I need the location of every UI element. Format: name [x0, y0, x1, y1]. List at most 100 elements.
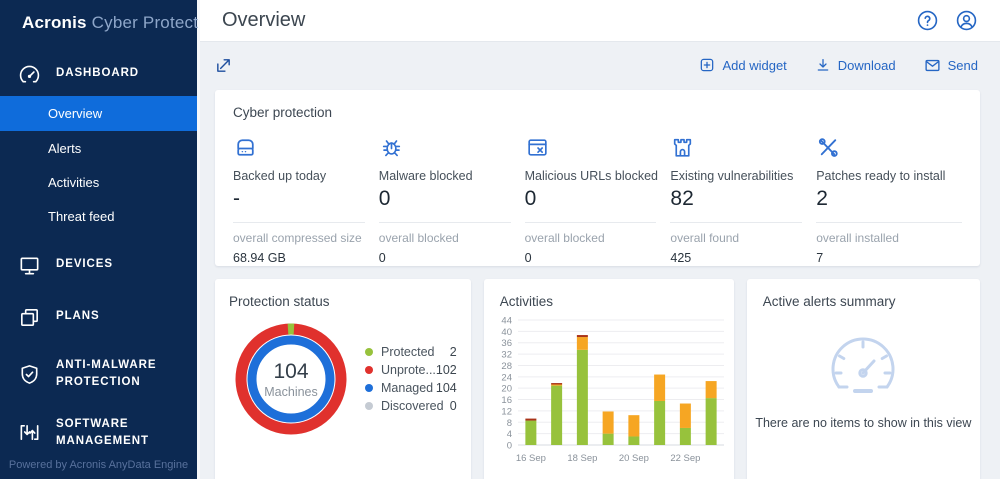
stat-patches-ready: Patches ready to install 2 overall insta… [816, 134, 962, 265]
legend-item-unprotected: Unprote... 102 [365, 363, 461, 377]
legend-dot [365, 384, 373, 392]
stat-sub-label: overall blocked [378, 222, 511, 245]
sidebar-item-devices[interactable]: DEVICES [0, 244, 197, 286]
page-title: Overview [222, 9, 306, 31]
stat-sub-label: overall blocked [524, 222, 657, 245]
stat-label: Malware blocked [378, 169, 473, 183]
legend-label: Discovered [381, 399, 444, 413]
svg-text:20 Sep: 20 Sep [619, 453, 649, 464]
sidebar-item-overview[interactable]: Overview [0, 96, 197, 131]
legend-item-protected: Protected 2 [365, 345, 461, 359]
top-bar: Overview [200, 0, 1000, 42]
svg-text:16: 16 [501, 395, 512, 406]
brand-acronis: Acronis [22, 13, 87, 32]
stat-value: 82 [670, 187, 694, 210]
svg-text:28: 28 [501, 361, 512, 372]
protection-status-donut: 104 Machines [229, 317, 353, 441]
sidebar-item-alerts[interactable]: Alerts [48, 141, 82, 156]
stat-sub-label: overall found [670, 222, 803, 245]
cyber-protection-widget: Cyber protection Backed up today [215, 90, 980, 266]
stat-backed-up-today: Backed up today - overall compressed siz… [233, 134, 379, 265]
activities-widget: Activities 0 4 8 12 16 20 24 28 32 36 40 44 16 Sep 18… [483, 279, 734, 479]
legend-item-discovered: Discovered 0 [365, 399, 461, 413]
stat-label: Patches ready to install [816, 169, 946, 183]
legend-item-managed: Managed 104 [365, 381, 461, 395]
widget-title: Active alerts summary [762, 294, 896, 309]
svg-text:12: 12 [501, 406, 512, 417]
sidebar-item-plans[interactable]: PLANS [0, 296, 197, 338]
widget-title: Cyber protection [233, 105, 333, 120]
sidebar-item-software-management[interactable]: SOFTWARE MANAGEMENT [0, 407, 190, 460]
backup-drive-icon [233, 134, 365, 160]
legend-dot [365, 366, 373, 374]
stat-label: Existing vulnerabilities [670, 169, 794, 183]
empty-gauge-icon [825, 333, 901, 404]
vulnerability-castle-icon [670, 134, 802, 160]
legend-value: 0 [449, 399, 457, 413]
svg-text:44: 44 [501, 316, 512, 327]
brand-product: Cyber Protect [91, 13, 199, 32]
main-content: Overview [197, 0, 1000, 479]
gauge-icon [17, 62, 41, 86]
svg-text:32: 32 [501, 350, 512, 361]
svg-text:40: 40 [501, 327, 512, 338]
stat-sub-value: 425 [670, 251, 692, 265]
software-management-icon [17, 421, 41, 445]
stat-sub-label: overall installed [816, 222, 962, 245]
download-button[interactable]: Download [815, 57, 896, 74]
machines-label: Machines [264, 384, 318, 399]
svg-text:20: 20 [501, 384, 512, 395]
stat-value: - [233, 187, 240, 210]
stat-sub-value: 0 [378, 251, 386, 265]
protection-status-widget: Protection status 104 Machines Protected [215, 279, 471, 479]
stat-sub-value: 68.94 GB [233, 251, 286, 265]
stat-malware-blocked: Malware blocked 0 overall blocked 0 [378, 134, 525, 265]
legend-label: Managed [381, 381, 434, 395]
svg-text:36: 36 [501, 338, 512, 349]
svg-text:22 Sep: 22 Sep [670, 453, 700, 464]
machines-count: 104 [273, 359, 309, 383]
sidebar-item-label: DEVICES [56, 258, 113, 271]
stat-sub-value: 7 [816, 251, 824, 265]
stat-malicious-urls-blocked: Malicious URLs blocked 0 overall blocked… [524, 134, 671, 265]
sidebar-item-threat-feed[interactable]: Threat feed [48, 209, 115, 224]
svg-text:4: 4 [506, 429, 511, 440]
stat-sub-value: 0 [524, 251, 532, 265]
help-button[interactable] [916, 9, 939, 32]
malware-bug-icon [379, 134, 511, 160]
legend-dot [365, 402, 373, 410]
svg-text:0: 0 [506, 441, 511, 452]
svg-text:16 Sep: 16 Sep [516, 453, 546, 464]
monitor-icon [17, 253, 41, 277]
malicious-url-icon [525, 134, 657, 160]
legend-value: 102 [435, 363, 457, 377]
add-widget-button[interactable]: Add widget [699, 57, 787, 74]
account-button[interactable] [955, 9, 978, 32]
sidebar: Acronis Cyber Protect DASHBOARD Overview… [0, 0, 199, 479]
sidebar-item-dashboard[interactable]: DASHBOARD [0, 53, 197, 95]
brand-logo: Acronis Cyber Protect [0, 0, 199, 33]
send-button[interactable]: Send [924, 57, 978, 74]
legend-label: Unprote... [381, 363, 436, 377]
add-widget-label: Add widget [722, 57, 787, 73]
sidebar-item-activities[interactable]: Activities [48, 175, 100, 190]
stat-value: 2 [816, 187, 828, 210]
sidebar-item-label: PLANS [56, 310, 100, 323]
activities-bar-chart: 0 4 8 12 16 20 24 28 32 36 40 44 16 Sep 18 Sep 20 Sep 2… [484, 309, 734, 478]
download-label: Download [837, 57, 896, 73]
widget-title: Protection status [229, 294, 330, 309]
stat-label: Backed up today [233, 169, 327, 183]
plans-icon [17, 305, 41, 329]
sidebar-item-label: SOFTWARE MANAGEMENT [56, 417, 149, 447]
sidebar-item-anti-malware[interactable]: ANTI-MALWARE PROTECTION [0, 348, 190, 401]
legend-dot [365, 348, 373, 356]
send-label: Send [947, 57, 978, 73]
svg-text:24: 24 [501, 372, 512, 383]
donut-legend: Protected 2 Unprote... 102 Managed 104 [365, 341, 461, 417]
stat-value: 0 [378, 187, 391, 210]
widget-toolbar: Add widget Download Send [200, 42, 1000, 88]
shield-check-icon [17, 362, 41, 386]
widget-title: Activities [499, 294, 554, 309]
stat-value: 0 [524, 187, 537, 210]
fullscreen-icon[interactable] [215, 57, 232, 74]
